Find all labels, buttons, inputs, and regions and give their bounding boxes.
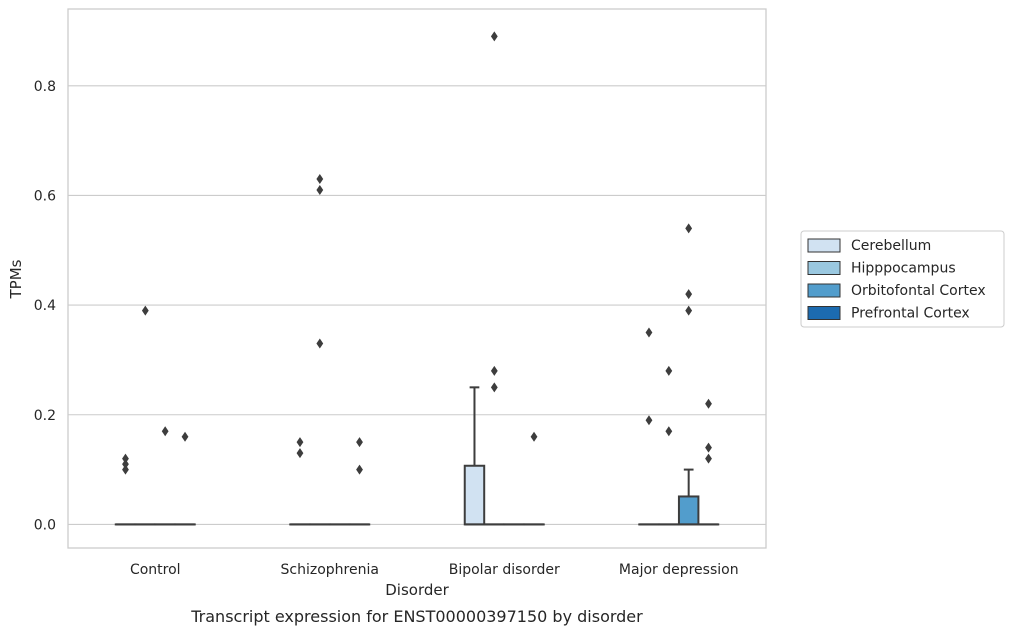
outlier-point (181, 431, 189, 442)
legend-label: Cerebellum (851, 238, 931, 254)
y-tick-label: 0.2 (34, 408, 56, 424)
outlier-point (141, 305, 149, 316)
outlier-point (705, 398, 712, 409)
outlier-point (122, 464, 129, 475)
chart-caption: Transcript expression for ENST0000039715… (190, 607, 643, 626)
y-tick-label: 0.4 (34, 298, 56, 314)
outlier-point (705, 453, 712, 464)
legend-label: Hipppocampus (851, 261, 956, 277)
y-tick-label: 0.0 (34, 517, 56, 533)
outlier-point (356, 437, 363, 448)
outlier-point (490, 382, 498, 393)
outlier-point (296, 437, 304, 448)
outlier-point (316, 173, 324, 184)
outlier-point (122, 459, 129, 470)
outlier-point (705, 442, 712, 453)
y-axis-title: TPMs (7, 259, 25, 299)
outlier-point (645, 415, 653, 426)
box-cerebellum (463, 464, 486, 526)
outlier-point (665, 426, 673, 437)
outlier-point (316, 184, 324, 195)
y-tick-label: 0.6 (34, 188, 56, 204)
x-tick-label: Bipolar disorder (449, 562, 560, 578)
legend-swatch (807, 261, 841, 275)
box-orbitofontal-cortex (677, 495, 700, 526)
outlier-point (161, 426, 169, 437)
plot-frame (67, 8, 767, 549)
legend-swatch (807, 306, 841, 320)
outlier-point (685, 289, 693, 300)
outlier-point (685, 305, 693, 316)
legend-label: Prefrontal Cortex (851, 306, 970, 322)
x-axis-title: Disorder (385, 581, 449, 599)
outlier-point (122, 453, 129, 464)
y-tick-label: 0.8 (34, 79, 56, 95)
outlier-point (645, 327, 653, 338)
outlier-point (665, 365, 673, 376)
legend-label: Orbitofontal Cortex (851, 283, 986, 299)
outlier-point (490, 365, 498, 376)
legend: Cerebellum Hipppocampus Orbitofontal Corte… (800, 230, 1005, 328)
x-tick-label: Schizophrenia (281, 562, 379, 578)
outlier-point (490, 31, 498, 42)
outlier-point (356, 464, 363, 475)
plot-area: 0.0 0.2 0.4 0.6 0.8 Control Schizophrenia Bipol… (34, 8, 767, 578)
outlier-point (530, 431, 538, 442)
legend-swatch (807, 283, 841, 298)
legend-swatch (807, 238, 841, 253)
x-tick-label: Control (130, 562, 181, 578)
x-tick-label: Major depression (619, 562, 739, 578)
outlier-point (316, 338, 324, 349)
legend-frame (800, 230, 1005, 328)
outlier-point (296, 448, 304, 459)
outlier-point (685, 223, 693, 234)
